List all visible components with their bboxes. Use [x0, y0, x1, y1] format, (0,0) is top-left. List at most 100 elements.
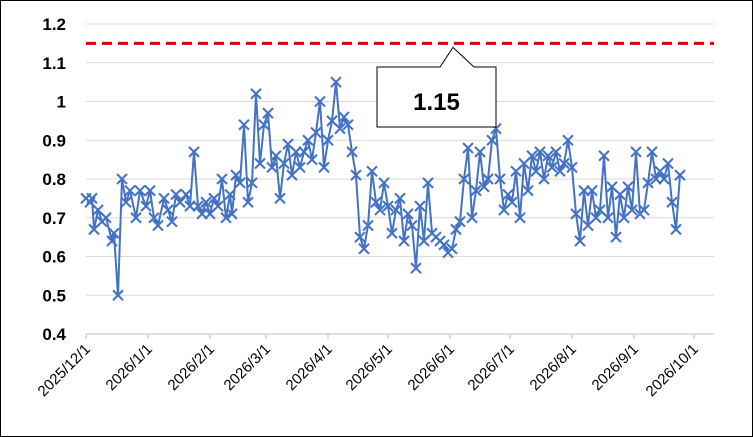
marker-stroke [558, 157, 570, 170]
marker-stroke [402, 208, 414, 220]
data-point-marker [366, 165, 378, 177]
data-point-marker [630, 146, 642, 158]
marker-stroke [200, 196, 212, 208]
marker-stroke [238, 119, 250, 131]
data-point-marker [192, 200, 204, 212]
data-point-marker [622, 181, 634, 193]
marker-stroke [406, 219, 418, 232]
marker-stroke [370, 196, 382, 208]
marker-stroke [534, 146, 546, 158]
marker-stroke [188, 146, 200, 158]
marker-stroke [630, 146, 642, 158]
marker-stroke [546, 161, 558, 174]
callout-box [376, 46, 497, 128]
data-point-marker [562, 134, 574, 146]
data-point-marker [642, 177, 654, 189]
data-point-marker [458, 173, 470, 185]
data-point-marker [216, 173, 228, 185]
x-tick-label: 2026/1/1 [103, 341, 156, 394]
data-point-marker [358, 243, 370, 255]
data-point-marker [152, 219, 164, 232]
gridlines [86, 23, 714, 296]
data-point-marker [354, 231, 366, 243]
marker-stroke [330, 76, 342, 88]
data-point-marker [386, 227, 398, 239]
data-point-marker [230, 169, 242, 181]
data-point-marker [134, 184, 146, 197]
marker-stroke [494, 173, 506, 185]
marker-stroke [606, 181, 618, 193]
data-point-marker [462, 142, 474, 154]
data-point-marker [478, 181, 490, 193]
marker-stroke [158, 192, 170, 205]
data-point-marker [148, 212, 160, 224]
marker-stroke [502, 188, 514, 201]
x-tick-label: 2026/5/1 [343, 341, 396, 394]
y-tick-label: 1.2 [42, 15, 66, 34]
marker-stroke [602, 212, 614, 224]
marker-stroke [514, 212, 526, 224]
marker-stroke [116, 173, 128, 185]
marker-stroke [180, 188, 192, 201]
data-point-marker [310, 126, 322, 139]
marker-stroke [346, 146, 358, 158]
marker-stroke [538, 173, 550, 185]
data-point-marker [116, 173, 128, 185]
marker-stroke [662, 157, 674, 170]
data-point-marker [554, 165, 566, 177]
data-point-marker [638, 204, 650, 216]
data-point-marker [370, 196, 382, 208]
marker-stroke [166, 215, 178, 228]
data-point-marker [450, 223, 462, 236]
data-point-marker [602, 212, 614, 224]
data-point-marker [514, 212, 526, 224]
data-point-marker [494, 173, 506, 185]
marker-stroke [314, 95, 326, 108]
marker-stroke [266, 161, 278, 174]
marker-stroke [216, 173, 228, 185]
marker-stroke [112, 289, 124, 301]
data-point-marker [86, 192, 98, 205]
marker-stroke [562, 134, 574, 146]
marker-stroke [274, 192, 286, 205]
marker-stroke [382, 200, 394, 212]
data-point-marker [570, 208, 582, 220]
data-point-marker [406, 219, 418, 232]
x-tick-label: 2026/3/1 [221, 341, 274, 394]
marker-stroke [646, 146, 658, 158]
data-point-marker [422, 177, 434, 189]
data-point-marker [674, 169, 686, 181]
marker-stroke [310, 126, 322, 139]
marker-stroke [322, 134, 334, 146]
data-point-marker [234, 177, 246, 189]
data-point-marker [590, 212, 602, 224]
marker-stroke [254, 157, 266, 170]
data-point-marker [410, 262, 422, 274]
marker-stroke [174, 196, 186, 208]
data-point-marker [242, 196, 254, 208]
marker-stroke [482, 173, 494, 185]
marker-stroke [666, 196, 678, 208]
marker-stroke [390, 204, 402, 216]
marker-stroke [230, 169, 242, 181]
data-point-marker [610, 231, 622, 243]
data-point-marker [162, 204, 174, 216]
marker-stroke [398, 235, 410, 247]
marker-stroke [486, 134, 498, 146]
data-point-marker [546, 161, 558, 174]
marker-stroke [522, 184, 534, 197]
data-point-marker [394, 192, 406, 205]
marker-stroke [152, 219, 164, 232]
data-point-marker [586, 184, 598, 197]
marker-stroke [394, 192, 406, 205]
marker-stroke [462, 142, 474, 154]
data-point-marker [108, 227, 120, 239]
data-point-marker [140, 200, 152, 212]
data-point-marker [226, 208, 238, 220]
marker-stroke [374, 204, 386, 216]
data-point-marker [318, 161, 330, 174]
data-point-marker [306, 153, 318, 166]
callout-label: 1.15 [413, 89, 460, 116]
data-point-marker [626, 204, 638, 216]
x-axis-tick-labels: 2025/12/1 2026/1/1 2026/2/1 2026/3/1 2026/4/… [35, 334, 702, 400]
